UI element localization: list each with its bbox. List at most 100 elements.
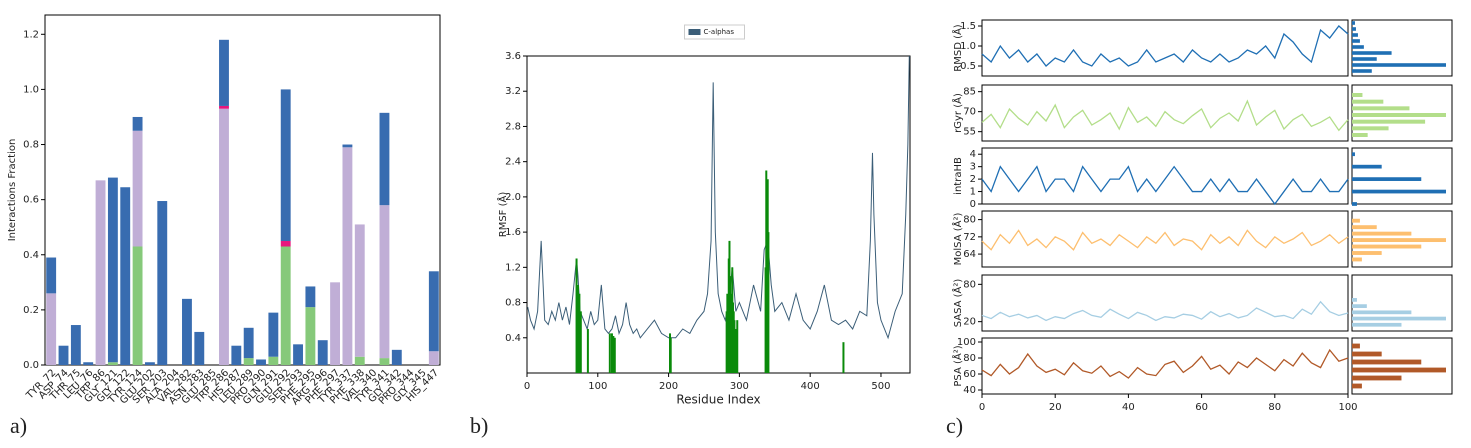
- y-tick-label: 0.8: [23, 140, 39, 151]
- axes-frame: [1351, 19, 1453, 77]
- x-tick-label: 60: [1195, 402, 1208, 413]
- hist-bar: [1352, 316, 1446, 321]
- bar-segment: [46, 293, 57, 365]
- y-tick-label: 0.6: [23, 195, 39, 206]
- legend-label: C-alphas: [704, 28, 735, 36]
- axes-frame: [981, 274, 1349, 332]
- y-tick-label: 2.8: [505, 121, 521, 132]
- panel-label: b): [470, 413, 488, 438]
- hist-bar: [1352, 257, 1362, 262]
- hist-bar: [1352, 359, 1422, 365]
- hist-bar: [1352, 322, 1402, 327]
- bar-segment: [120, 187, 131, 365]
- y-tick-label: 80: [963, 215, 976, 226]
- y-tick-label: 40: [963, 385, 976, 396]
- y-tick-label: 80: [963, 279, 976, 290]
- hist-bar: [1352, 189, 1446, 194]
- x-tick-label: 100: [588, 381, 607, 392]
- hist-bar: [1352, 33, 1358, 37]
- y-tick-label: 85: [963, 87, 976, 98]
- y-axis-label: RMSD (Å): [951, 24, 964, 72]
- y-tick-label: 0.0: [23, 360, 39, 371]
- hist-bar: [1352, 119, 1426, 124]
- x-tick-label: 500: [871, 381, 890, 392]
- y-tick-label: 0: [970, 199, 976, 210]
- hist-bar: [1352, 375, 1402, 381]
- bar-segment: [70, 325, 81, 365]
- bar-segment: [144, 362, 155, 365]
- bar-segment: [293, 344, 303, 365]
- axes-frame: [526, 55, 911, 374]
- y-tick-label: 0.4: [505, 333, 521, 344]
- bar-segment: [391, 349, 402, 365]
- y-tick-label: 2.4: [505, 157, 521, 168]
- hist-bar: [1352, 298, 1357, 302]
- hist-bar: [1352, 39, 1360, 43]
- y-tick-label: 60: [963, 369, 976, 380]
- y-tick-label: 4: [970, 149, 976, 160]
- hist-bar: [1352, 27, 1356, 31]
- bar-segment: [428, 351, 439, 365]
- data-line: [981, 99, 1349, 132]
- y-tick-label: 1.0: [23, 84, 39, 95]
- bar-segment: [95, 180, 106, 365]
- hist-bar: [1352, 310, 1412, 315]
- hist-bar: [1352, 99, 1384, 104]
- y-axis-label: PSA (Å²): [951, 345, 964, 386]
- bar-segment: [280, 240, 291, 247]
- hist-bar: [1352, 343, 1360, 349]
- hist-bar: [1352, 45, 1364, 49]
- panel-label: a): [10, 413, 27, 438]
- bar-segment: [330, 282, 341, 365]
- axes-frame: [981, 147, 1349, 205]
- hist-bar: [1352, 69, 1372, 73]
- hist-bar: [1352, 177, 1422, 181]
- y-tick-label: 100: [957, 337, 976, 348]
- axes-frame: [981, 210, 1349, 268]
- x-tick-label: 200: [659, 381, 678, 392]
- hist-bar: [1352, 106, 1410, 111]
- hist-bar: [1352, 238, 1446, 243]
- bar-segment: [268, 356, 279, 365]
- bar-segment: [182, 298, 192, 365]
- hist-bar: [1352, 202, 1357, 206]
- y-axis-label: rGyr (Å): [951, 93, 964, 133]
- axes-frame: [1351, 337, 1453, 395]
- y-axis-label: RMSF (Å): [496, 192, 509, 238]
- y-tick-label: 3.2: [505, 86, 521, 97]
- hist-bar: [1352, 51, 1392, 55]
- hist-bar: [1352, 164, 1382, 169]
- hist-bar: [1352, 351, 1382, 357]
- y-tick-label: 70: [963, 107, 976, 118]
- y-tick-label: 20: [963, 317, 976, 328]
- data-line: [981, 25, 1349, 67]
- hist-bar: [1352, 218, 1360, 223]
- bar-segment: [305, 286, 316, 308]
- hist-bar: [1352, 304, 1367, 308]
- x-tick-label: 80: [1268, 402, 1281, 413]
- axes-frame: [981, 337, 1349, 395]
- data-line: [981, 300, 1349, 322]
- x-tick-label: 100: [1338, 402, 1357, 413]
- x-tick-label: 20: [1049, 402, 1062, 413]
- bar-segment: [194, 331, 205, 365]
- y-tick-label: 1.2: [505, 262, 521, 273]
- y-axis-label: Interactions Fraction: [7, 139, 18, 242]
- hist-bar: [1352, 383, 1362, 389]
- hist-bar: [1352, 231, 1412, 236]
- y-tick-label: 72: [963, 232, 976, 243]
- bar-segment: [317, 340, 328, 365]
- y-tick-label: 64: [963, 249, 976, 260]
- hist-bar: [1352, 57, 1377, 61]
- bar-segment: [219, 105, 229, 109]
- bar-segment: [354, 224, 365, 357]
- hist-bar: [1352, 126, 1389, 131]
- bar-segment: [132, 116, 143, 131]
- y-tick-label: 3.6: [505, 51, 521, 62]
- x-axis-label: Residue Index: [676, 393, 760, 407]
- bar-segment: [256, 359, 266, 365]
- bar-segment: [219, 108, 229, 365]
- y-tick-label: 1.2: [23, 29, 39, 40]
